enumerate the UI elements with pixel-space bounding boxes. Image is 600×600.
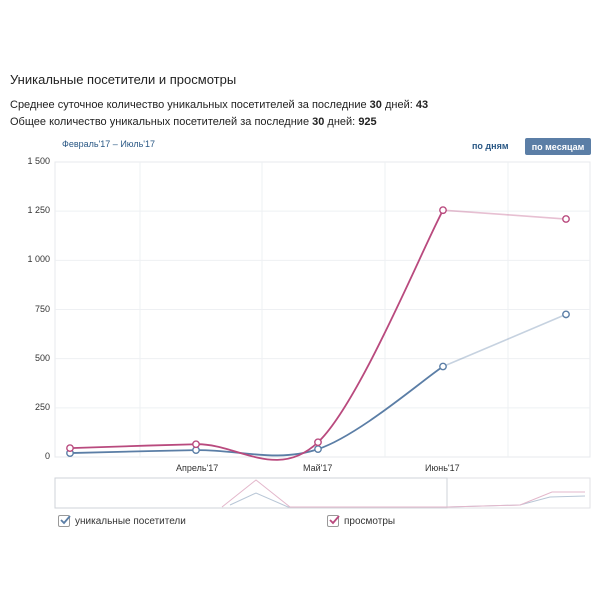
by-months-button[interactable]: по месяцам — [525, 138, 591, 155]
avg-visitors-stat: Среднее суточное количество уникальных п… — [10, 99, 428, 111]
y-tick-label: 1 000 — [27, 254, 50, 265]
navigator-window — [54, 477, 448, 509]
series-line-views-projection — [442, 209, 567, 220]
total-suffix: дней: — [324, 116, 359, 128]
period-range-link[interactable]: Февраль'17 – Июль'17 — [62, 139, 156, 149]
total-days: 30 — [312, 116, 325, 128]
data-point-visitors — [562, 310, 570, 319]
legend-visitors-label: уникальные посетители — [75, 515, 186, 527]
views-checkbox[interactable] — [327, 515, 340, 527]
legend-visitors[interactable]: уникальные посетители — [58, 515, 186, 527]
data-point-visitors — [439, 362, 447, 371]
page-title: Уникальные посетители и просмотры — [10, 72, 237, 87]
data-point-views — [66, 444, 74, 453]
avg-label: Среднее суточное количество уникальных п… — [10, 99, 370, 111]
y-tick-label: 500 — [34, 352, 50, 363]
data-point-views — [192, 440, 200, 449]
x-tick-label: Июнь'17 — [425, 463, 460, 473]
y-tick-label: 250 — [34, 401, 50, 412]
footer-area — [0, 528, 600, 600]
avg-suffix: дней: — [381, 99, 416, 111]
line-chart — [54, 161, 591, 509]
visitors-checkbox[interactable] — [58, 515, 71, 527]
by-days-button[interactable]: по дням — [472, 141, 509, 151]
series-line-visitors — [69, 365, 444, 457]
data-point-visitors — [314, 445, 322, 454]
legend-views-label: просмотры — [344, 515, 396, 527]
y-tick-label: 0 — [44, 451, 50, 461]
total-label: Общее количество уникальных посетителей … — [10, 116, 313, 128]
data-point-views — [439, 206, 447, 215]
series-line-visitors-projection — [442, 313, 567, 368]
x-tick-label: Май'17 — [303, 463, 333, 473]
avg-value: 43 — [415, 99, 429, 111]
data-point-views — [314, 438, 322, 447]
total-visitors-stat: Общее количество уникальных посетителей … — [10, 116, 377, 128]
total-value: 925 — [358, 116, 377, 128]
legend-views[interactable]: просмотры — [327, 515, 395, 527]
checkmark-icon — [329, 515, 340, 525]
avg-days: 30 — [369, 99, 382, 111]
y-tick-label: 1 500 — [27, 156, 50, 166]
navigator-line-views — [221, 479, 585, 508]
data-point-views — [562, 215, 570, 223]
checkmark-icon — [60, 515, 71, 525]
series-line-views — [69, 209, 444, 461]
by-months-label: по месяцам — [531, 141, 585, 152]
y-tick-label: 750 — [34, 303, 50, 314]
x-tick-label: Апрель'17 — [176, 463, 219, 473]
y-tick-label: 1 250 — [27, 205, 50, 216]
